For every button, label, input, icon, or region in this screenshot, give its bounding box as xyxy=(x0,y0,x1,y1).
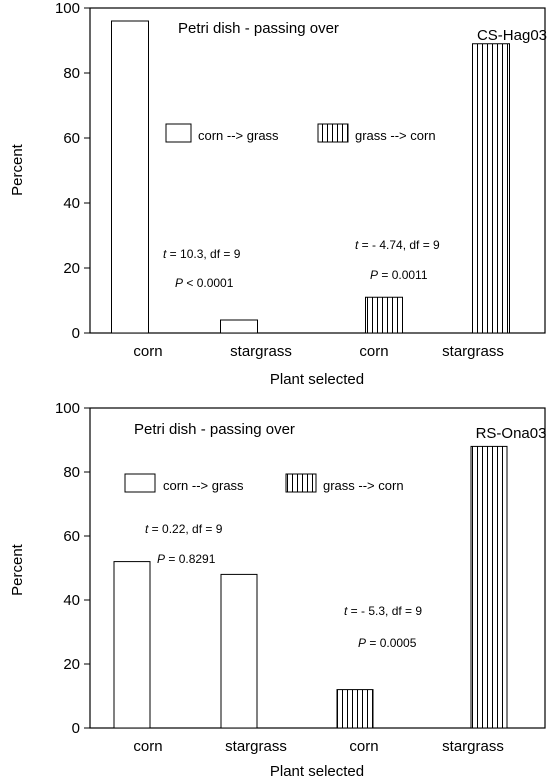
y-ticks-1: 0 20 40 60 80 100 xyxy=(55,0,90,342)
x-tick-label-2-1: stargrass xyxy=(225,738,287,755)
y-tick-label-1-2: 40 xyxy=(63,195,80,212)
legend-label-stripes-2: grass --> corn xyxy=(323,478,404,493)
legend-swatch-plain-2 xyxy=(125,474,155,492)
chart-panel-2: 0 20 40 60 80 100 Petri dish - passing over R… xyxy=(9,400,546,780)
y-tick-label-1-3: 60 xyxy=(63,130,80,147)
y-tick-label-2-5: 100 xyxy=(55,400,80,417)
p-annotation-2a: P = 0.8291 xyxy=(157,552,216,566)
chart-title-1: Petri dish - passing over xyxy=(178,20,339,37)
p-annotation-1a: P < 0.0001 xyxy=(175,276,234,290)
y-ticks-2: 0 20 40 60 80 100 xyxy=(55,400,90,737)
y-axis-label-2: Percent xyxy=(9,543,26,596)
y-tick-label-2-0: 0 xyxy=(72,720,80,737)
p-annotation-1b: P = 0.0011 xyxy=(370,268,428,282)
x-tick-label-1-1: stargrass xyxy=(230,343,292,360)
x-tick-label-2-2: corn xyxy=(349,738,378,755)
legend-label-plain-2: corn --> grass xyxy=(163,478,244,493)
x-tick-label-1-3: stargrass xyxy=(442,343,504,360)
legend-swatch-stripes-1 xyxy=(318,124,348,142)
chart-label-1: CS-Hag03 xyxy=(477,27,547,44)
bar-2-grass-to-corn-3 xyxy=(471,446,507,728)
x-axis-label-1: Plant selected xyxy=(270,371,364,388)
chart-label-2: RS-Ona03 xyxy=(476,425,547,442)
bar-2-grass-to-corn-2 xyxy=(337,690,373,728)
legend-label-plain-1: corn --> grass xyxy=(198,128,279,143)
chart-panel-1: 0 20 40 60 80 100 Petri dish - passing over C… xyxy=(9,0,547,388)
y-tick-label-1-5: 100 xyxy=(55,0,80,17)
y-tick-label-2-2: 40 xyxy=(63,592,80,609)
y-tick-label-2-4: 80 xyxy=(63,464,80,481)
chart-title-2: Petri dish - passing over xyxy=(134,421,295,438)
x-tick-label-2-3: stargrass xyxy=(442,738,504,755)
legend-swatch-stripes-2 xyxy=(286,474,316,492)
x-axis-label-2: Plant selected xyxy=(270,763,364,780)
y-axis-label-1: Percent xyxy=(9,143,26,196)
bar-2-corn-to-grass-0 xyxy=(114,562,150,728)
bar-1-grass-to-corn-3 xyxy=(473,44,510,333)
y-tick-label-2-1: 20 xyxy=(63,656,80,673)
legend-label-stripes-1: grass --> corn xyxy=(355,128,436,143)
p-annotation-2b: P = 0.0005 xyxy=(358,636,417,650)
x-tick-label-1-2: corn xyxy=(359,343,388,360)
stat-annotation-2b: t = - 5.3, df = 9 xyxy=(344,604,422,618)
legend-swatch-plain-1 xyxy=(166,124,191,142)
y-tick-label-2-3: 60 xyxy=(63,528,80,545)
x-tick-label-2-0: corn xyxy=(133,738,162,755)
y-tick-label-1-0: 0 xyxy=(72,325,80,342)
bar-1-corn-to-grass-0 xyxy=(112,21,149,333)
bar-1-corn-to-grass-1 xyxy=(221,320,258,333)
stat-annotation-1b: t = - 4.74, df = 9 xyxy=(355,238,440,252)
y-tick-label-1-1: 20 xyxy=(63,260,80,277)
stat-annotation-2a: t = 0.22, df = 9 xyxy=(145,522,223,536)
bar-1-grass-to-corn-2 xyxy=(366,297,403,333)
bar-2-corn-to-grass-1 xyxy=(221,574,257,728)
stat-annotation-1a: t = 10.3, df = 9 xyxy=(163,247,241,261)
bars-1 xyxy=(112,21,510,333)
x-tick-label-1-0: corn xyxy=(133,343,162,360)
y-tick-label-1-4: 80 xyxy=(63,65,80,82)
